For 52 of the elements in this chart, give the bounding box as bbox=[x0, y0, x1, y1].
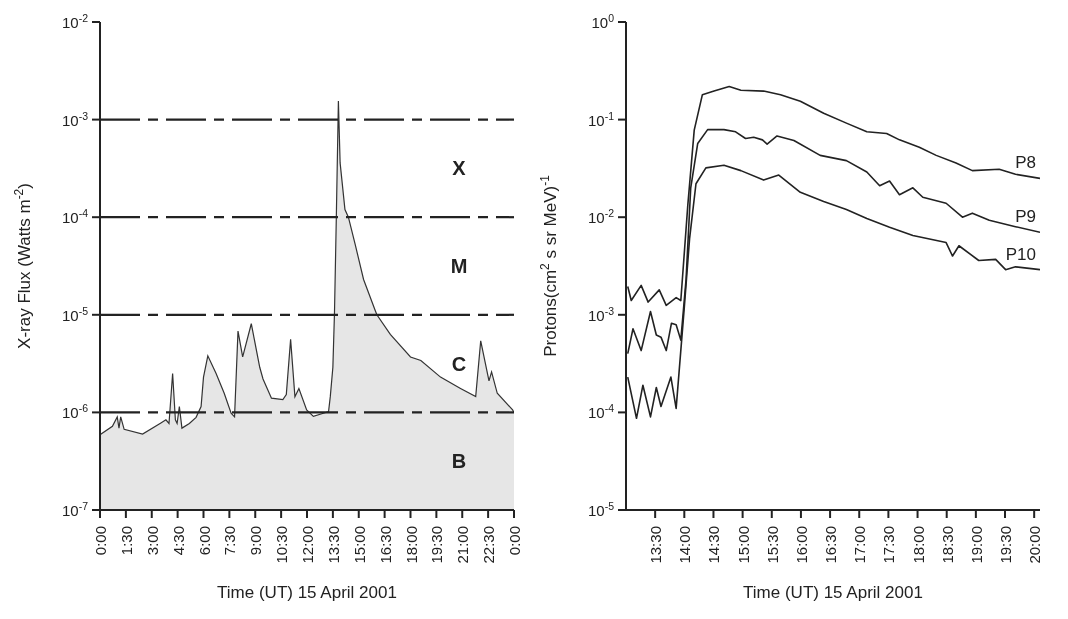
x-tick-label: 19:00 bbox=[967, 526, 985, 564]
x-tick-label: 9:00 bbox=[247, 526, 265, 556]
x-tick-label: 1:30 bbox=[117, 526, 135, 556]
x-tick-label: 16:00 bbox=[792, 526, 810, 564]
x-tick-label: 0:00 bbox=[506, 526, 523, 556]
x-tick-label: 21:00 bbox=[454, 526, 472, 564]
x-tick-label: 10:30 bbox=[273, 526, 291, 564]
annotation: X bbox=[452, 157, 467, 180]
x-tick-label: 17:00 bbox=[851, 526, 869, 564]
x-tick-label: 14:30 bbox=[705, 526, 723, 564]
y-tick-label: 10$^{-2}$ bbox=[61, 12, 89, 31]
x-tick-label: 3:00 bbox=[143, 526, 161, 556]
y-tick-label: 10$^{-3}$ bbox=[61, 109, 89, 129]
x-tick-label: 4:30 bbox=[169, 526, 187, 556]
x-axis-title: Time (UT) 15 April 2001 bbox=[743, 583, 923, 602]
x-tick-label: 18:00 bbox=[909, 526, 927, 564]
x-tick-label: 14:00 bbox=[676, 526, 694, 564]
x-tick-label: 15:30 bbox=[763, 526, 781, 564]
x-tick-label: 22:30 bbox=[480, 526, 498, 564]
y-tick-label: 10$^{-4}$ bbox=[587, 402, 615, 422]
x-tick-label: 18:00 bbox=[402, 526, 420, 564]
series-label: P9 bbox=[1015, 207, 1036, 227]
x-tick-label: 17:30 bbox=[880, 526, 898, 564]
series-label: P10 bbox=[1005, 244, 1036, 264]
y-tick-label: 10$^{-7}$ bbox=[61, 500, 89, 519]
x-tick-label: 0:00 bbox=[92, 526, 109, 556]
x-tick-label: 16:30 bbox=[822, 526, 840, 564]
x-tick-label: 13:30 bbox=[324, 526, 342, 564]
annotation: M bbox=[450, 255, 468, 277]
x-tick-label: 19:30 bbox=[997, 526, 1015, 564]
annotation: B bbox=[451, 450, 467, 473]
x-tick-label: 12:00 bbox=[299, 526, 316, 564]
x-tick-label: 16:30 bbox=[376, 526, 394, 564]
x-tick-label: 6:00 bbox=[195, 526, 213, 556]
x-tick-label: 15:00 bbox=[350, 526, 368, 564]
y-tick-label: 10$^{-5}$ bbox=[587, 500, 615, 519]
y-tick-label: 10$^{-5}$ bbox=[61, 304, 89, 324]
annotation: C bbox=[451, 352, 467, 375]
series-label: P8 bbox=[1015, 153, 1036, 173]
x-tick-label: 13:30 bbox=[647, 526, 665, 564]
x-tick-label: 7:30 bbox=[221, 526, 239, 556]
x-tick-label: 20:00 bbox=[1026, 526, 1044, 564]
x-tick-label: 18:30 bbox=[938, 526, 956, 564]
y-tick-label: 10$^{0}$ bbox=[591, 12, 615, 31]
y-tick-label: 10$^{-4}$ bbox=[61, 207, 89, 227]
x-axis-title: Time (UT) 15 April 2001 bbox=[217, 583, 397, 602]
x-tick-label: 19:30 bbox=[428, 526, 446, 564]
y-tick-label: 10$^{-2}$ bbox=[587, 207, 615, 227]
y-tick-label: 10$^{-6}$ bbox=[61, 402, 89, 422]
x-tick-label: 15:00 bbox=[734, 526, 752, 564]
y-tick-label: 10$^{-1}$ bbox=[587, 109, 615, 129]
y-tick-label: 10$^{-3}$ bbox=[587, 304, 615, 324]
